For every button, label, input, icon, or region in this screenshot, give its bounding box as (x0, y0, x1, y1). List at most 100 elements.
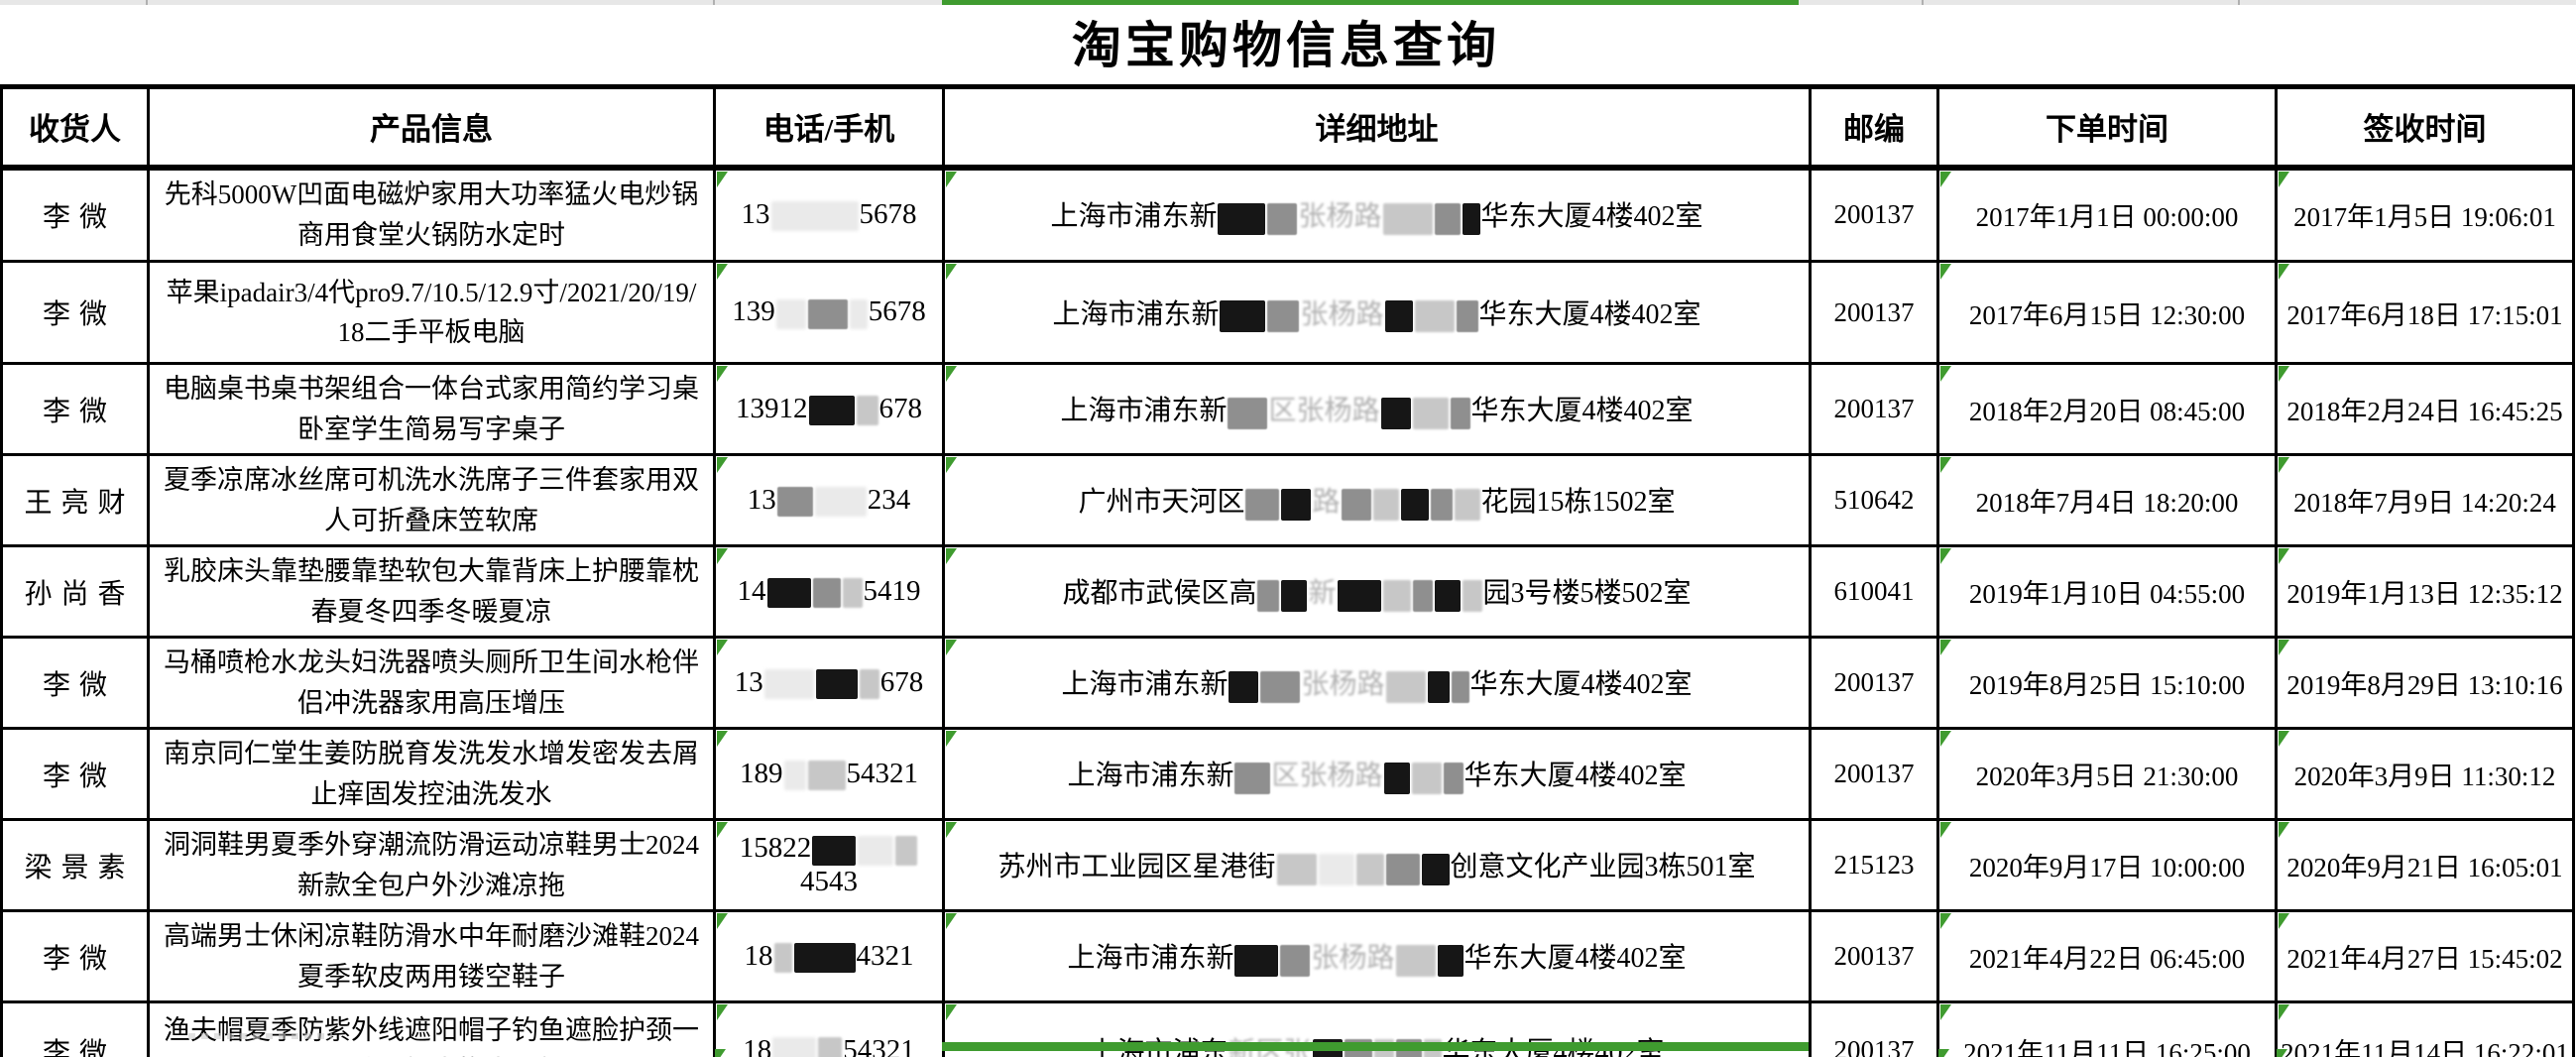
order-time-cell[interactable]: 2019年1月10日 04:55:00 (1936, 544, 2278, 639)
column-grid-tick (1922, 0, 1924, 5)
zip-cell[interactable]: 200137 (1809, 260, 1939, 365)
address-cell[interactable]: 上海市浦东新 张杨路 华东大厦4楼402室 (942, 260, 1812, 365)
sign-time-cell[interactable]: 2019年1月13日 12:35:12 (2275, 544, 2575, 639)
address-cell[interactable]: 广州市天河区 路 花园15栋1502室 (942, 453, 1812, 547)
col-sign-time[interactable]: 签收时间 (2275, 84, 2575, 171)
order-time-cell[interactable]: 2021年11月11日 16:25:00 (1936, 1000, 2278, 1057)
sign-time-cell[interactable]: 2017年6月18日 17:15:01 (2275, 260, 2575, 365)
visible-text: 创意文化产业园3栋501室 (1450, 852, 1756, 883)
order-time-cell[interactable]: 2020年9月17日 10:00:00 (1936, 818, 2278, 912)
product-cell[interactable]: 先科5000W凹面电磁炉家用大功率猛火电炒锅商用食堂火锅防水定时 (147, 166, 716, 263)
sign-time-cell[interactable]: 2019年8月29日 13:10:16 (2275, 636, 2575, 730)
phone-cell[interactable]: 13 5678 (713, 166, 945, 263)
redaction-block (814, 487, 867, 518)
product-cell[interactable]: 渔夫帽夏季防紫外线遮阳帽子钓鱼遮脸护颈一体男防晒帽大檐太阳帽 (147, 1000, 716, 1057)
product-cell[interactable]: 电脑桌书桌书架组合一体台式家用简约学习桌卧室学生简易写字桌子 (147, 362, 716, 456)
col-order-time[interactable]: 下单时间 (1936, 84, 2278, 171)
visible-text: 华东大厦4楼402室 (1478, 298, 1701, 330)
phone-cell[interactable]: 18 54321 (713, 1000, 945, 1057)
table-row: 李微 南京同仁堂生姜防脱育发洗发水增发密发去屑止痒固发控油洗发水 189 54321 上… (0, 727, 2575, 821)
phone-cell[interactable]: 18 4321 (713, 909, 945, 1003)
cell-flag-icon (1940, 171, 1951, 187)
order-time-cell[interactable]: 2018年7月4日 18:20:00 (1936, 453, 2278, 547)
zip-cell[interactable]: 215123 (1809, 818, 1939, 912)
product-cell[interactable]: 高端男士休闲凉鞋防滑水中年耐磨沙滩鞋2024夏季软皮两用镂空鞋子 (147, 909, 716, 1003)
sign-time-cell[interactable]: 2020年3月9日 11:30:12 (2275, 727, 2575, 821)
recipient-cell[interactable]: 李微 (0, 362, 150, 456)
phone-cell[interactable]: 139 5678 (713, 260, 945, 365)
sign-time-cell[interactable]: 2018年7月9日 14:20:24 (2275, 453, 2575, 547)
cell-flag-icon (946, 548, 957, 564)
order-time-cell[interactable]: 2017年6月15日 12:30:00 (1936, 260, 2278, 365)
address-cell[interactable]: 苏州市工业园区星港街 创意文化产业园3栋501室 (942, 818, 1812, 912)
order-time-cell[interactable]: 2019年8月25日 15:10:00 (1936, 636, 2278, 730)
cell-flag-icon (1940, 264, 1951, 280)
recipient-cell[interactable]: 李微 (0, 1000, 150, 1057)
address-cell[interactable]: 上海市浦东新 张杨路 华东大厦4楼402室 (942, 636, 1812, 730)
redaction-block (1443, 762, 1464, 794)
redaction-block (776, 487, 813, 518)
blurred-ghost-text: 张杨路 (1301, 669, 1385, 701)
recipient-cell[interactable]: 李微 (0, 909, 150, 1003)
address-cell[interactable]: 上海市浦东新 区张杨路 华东大厦4楼402室 (942, 362, 1812, 456)
cell-flag-icon (946, 264, 957, 280)
phone-cell[interactable]: 14 5419 (713, 544, 945, 639)
cell-flag-icon (2279, 1004, 2289, 1020)
zip-cell[interactable]: 200137 (1809, 1000, 1939, 1057)
order-time-cell[interactable]: 2021年4月22日 06:45:00 (1936, 909, 2278, 1003)
phone-cell[interactable]: 13 678 (713, 636, 945, 730)
product-cell[interactable]: 乳胶床头靠垫腰靠垫软包大靠背床上护腰靠枕春夏冬四季冬暖夏凉 (147, 544, 716, 639)
order-time-cell[interactable]: 2017年1月1日 00:00:00 (1936, 166, 2278, 263)
col-phone[interactable]: 电话/手机 (713, 84, 945, 171)
phone-cell[interactable]: 13912 678 (713, 362, 945, 456)
col-zip[interactable]: 邮编 (1809, 84, 1939, 171)
zip-cell[interactable]: 200137 (1809, 727, 1939, 821)
cell-flag-icon (2279, 913, 2289, 929)
col-product[interactable]: 产品信息 (147, 84, 716, 171)
product-cell[interactable]: 苹果ipadair3/4代pro9.7/10.5/12.9寸/2021/20/1… (147, 260, 716, 365)
zip-cell[interactable]: 510642 (1809, 453, 1939, 547)
redaction-block (1341, 488, 1371, 521)
orders-table: 收货人 产品信息 电话/手机 详细地址 邮编 下单时间 签收时间 李微 先科500… (0, 84, 2575, 1057)
redaction-block (1451, 670, 1469, 703)
redaction-block (1385, 853, 1420, 885)
sign-time-cell[interactable]: 2020年9月21日 16:05:01 (2275, 818, 2575, 912)
product-cell[interactable]: 南京同仁堂生姜防脱育发洗发水增发密发去屑止痒固发控油洗发水 (147, 727, 716, 821)
phone-cell[interactable]: 189 54321 (713, 727, 945, 821)
zip-cell[interactable]: 200137 (1809, 166, 1939, 263)
order-time-cell[interactable]: 2018年2月20日 08:45:00 (1936, 362, 2278, 456)
recipient-cell[interactable]: 李微 (0, 260, 150, 365)
address-cell[interactable]: 上海市浦东新 张杨路 华东大厦4楼402室 (942, 166, 1812, 263)
zip-cell[interactable]: 200137 (1809, 636, 1939, 730)
recipient-cell[interactable]: 李微 (0, 727, 150, 821)
recipient-cell[interactable]: 李微 (0, 166, 150, 263)
recipient-cell[interactable]: 梁景素 (0, 818, 150, 912)
redaction-block (793, 943, 856, 974)
cell-flag-icon (946, 171, 957, 187)
phone-cell[interactable]: 13 234 (713, 453, 945, 547)
redaction-block (770, 201, 859, 232)
sign-time-cell[interactable]: 2021年11月14日 16:22:01 (2275, 1000, 2575, 1057)
recipient-cell[interactable]: 孙尚香 (0, 544, 150, 639)
sign-time-cell[interactable]: 2018年2月24日 16:45:25 (2275, 362, 2575, 456)
sign-time-cell[interactable]: 2017年1月5日 19:06:01 (2275, 166, 2575, 263)
recipient-cell[interactable]: 王亮财 (0, 453, 150, 547)
zip-cell[interactable]: 200137 (1809, 362, 1939, 456)
sign-time-cell[interactable]: 2021年4月27日 15:45:02 (2275, 909, 2575, 1003)
product-cell[interactable]: 夏季凉席冰丝席可机洗水洗席子三件套家用双人可折叠床笠软席 (147, 453, 716, 547)
address-cell[interactable]: 上海市浦东新 张杨路 华东大厦4楼402室 (942, 909, 1812, 1003)
phone-cell[interactable]: 158224543 (713, 818, 945, 912)
col-recipient[interactable]: 收货人 (0, 84, 150, 171)
zip-cell[interactable]: 200137 (1809, 909, 1939, 1003)
address-cell[interactable]: 上海市浦东新 区张杨路 华东大厦4楼402室 (942, 727, 1812, 821)
recipient-cell[interactable]: 李微 (0, 636, 150, 730)
order-time-cell[interactable]: 2020年3月5日 21:30:00 (1936, 727, 2278, 821)
col-address[interactable]: 详细地址 (942, 84, 1812, 171)
redaction-block (1462, 203, 1480, 236)
product-cell[interactable]: 洞洞鞋男夏季外穿潮流防滑运动凉鞋男士2024新款全包户外沙滩凉拖 (147, 818, 716, 912)
address-cell[interactable]: 成都市武侯区高 新 园3号楼5楼502室 (942, 544, 1812, 639)
product-cell[interactable]: 马桶喷枪水龙头妇洗器喷头厕所卫生间水枪伴侣冲洗器家用高压增压 (147, 636, 716, 730)
zip-cell[interactable]: 610041 (1809, 544, 1939, 639)
redaction-block (763, 669, 814, 700)
cell-flag-icon (2277, 1049, 2287, 1057)
